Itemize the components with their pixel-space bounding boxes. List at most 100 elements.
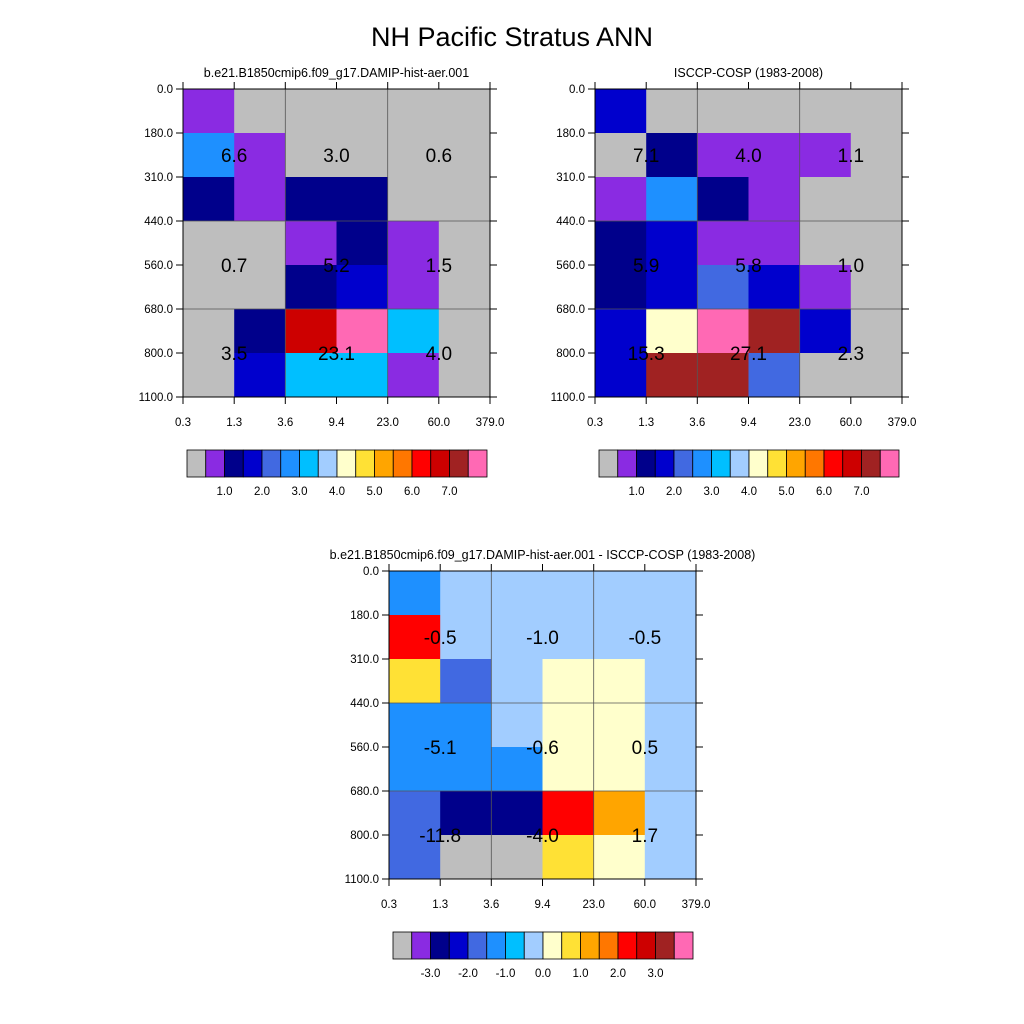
colorbar-swatch — [804, 449, 825, 478]
colorbar-label: 2.0 — [666, 486, 682, 498]
heatmap-cell — [183, 89, 235, 134]
colorbar-swatch — [767, 449, 787, 478]
heatmap-cell — [593, 571, 646, 616]
heatmap-cell — [389, 747, 441, 792]
heatmap-cell — [644, 835, 697, 880]
y-tick-label: 440.0 — [350, 698, 379, 710]
heatmap-cell — [850, 89, 903, 134]
colorbar-swatch — [467, 931, 488, 960]
colorbar-label: 1.0 — [573, 968, 589, 980]
y-tick-label: 800.0 — [144, 348, 173, 360]
heatmap-cell — [285, 177, 337, 222]
colorbar-swatch — [299, 449, 319, 478]
heatmap-cell — [183, 177, 235, 222]
heatmap-cell — [644, 703, 697, 748]
x-tick-label: 379.0 — [476, 417, 505, 429]
y-tick-label: 800.0 — [556, 348, 585, 360]
heatmap-cell — [799, 265, 852, 310]
heatmap-cell — [748, 353, 800, 398]
heatmap-cell — [440, 571, 492, 616]
y-tick-label: 680.0 — [556, 304, 585, 316]
y-tick-label: 680.0 — [144, 304, 173, 316]
colorbar-label: 3.0 — [704, 486, 720, 498]
box-value-label: -0.6 — [526, 738, 559, 759]
colorbar-swatch — [617, 449, 637, 478]
heatmap-cell — [595, 133, 647, 178]
heatmap-cell — [542, 835, 594, 880]
colorbar-label: 5.0 — [779, 486, 795, 498]
heatmap-cell — [336, 221, 388, 266]
box-value-label: 6.6 — [221, 146, 247, 167]
chart-panel-model: b.e21.B1850cmip6.f09_g17.DAMIP-hist-aer.… — [139, 66, 505, 498]
x-tick-label: 1.3 — [638, 417, 654, 429]
colorbar-swatch — [505, 931, 525, 960]
colorbar-swatch — [617, 931, 638, 960]
heatmap-cell — [748, 309, 800, 354]
heatmap-cell — [593, 615, 646, 660]
x-tick-label: 0.3 — [175, 417, 191, 429]
heatmap-cell — [595, 265, 647, 310]
heatmap-cell — [646, 133, 698, 178]
heatmap-cell — [646, 221, 698, 266]
heatmap-cell — [234, 353, 286, 398]
heatmap-cell — [799, 353, 852, 398]
colorbar-label: 1.0 — [217, 486, 233, 498]
heatmap-cell — [646, 89, 698, 134]
box-value-label: 7.1 — [633, 146, 659, 167]
colorbar-label: 5.0 — [367, 486, 383, 498]
x-tick-label: 1.3 — [432, 899, 448, 911]
heatmap-cell — [285, 133, 337, 178]
heatmap-cell — [285, 221, 337, 266]
heatmap-cell — [593, 791, 646, 836]
x-tick-label: 1.3 — [226, 417, 242, 429]
colorbar-swatch — [823, 449, 844, 478]
colorbar-swatch — [411, 449, 432, 478]
heatmap-cell — [748, 89, 800, 134]
box-value-label: 4.0 — [426, 344, 452, 365]
colorbar-swatch — [561, 931, 581, 960]
heatmap-cell — [542, 747, 594, 792]
heatmap-cell — [438, 89, 491, 134]
box-value-label: -11.8 — [419, 826, 461, 847]
colorbar-swatch — [636, 931, 656, 960]
heatmap-cell — [646, 353, 698, 398]
colorbar-swatch — [224, 449, 244, 478]
heatmap-cell — [438, 265, 491, 310]
heatmap-cell — [336, 309, 388, 354]
colorbar-swatch — [317, 449, 338, 478]
heatmap-cell — [799, 177, 852, 222]
heatmap-cell — [850, 353, 903, 398]
heatmap-cell — [183, 133, 235, 178]
heatmap-cell — [748, 221, 800, 266]
heatmap-cell — [183, 221, 235, 266]
colorbar-swatch — [673, 449, 694, 478]
colorbar-label: 2.0 — [610, 968, 626, 980]
colorbar-swatch — [598, 449, 619, 478]
box-value-label: -4.0 — [526, 826, 559, 847]
figure-title: NH Pacific Stratus ANN — [371, 22, 653, 52]
box-value-label: 1.7 — [632, 826, 658, 847]
colorbar-label: 4.0 — [329, 486, 345, 498]
heatmap-cell — [440, 703, 492, 748]
heatmap-cell — [491, 747, 543, 792]
heatmap-cell — [748, 177, 800, 222]
colorbar-swatch — [355, 449, 375, 478]
heatmap-cell — [595, 221, 647, 266]
heatmap-cell — [387, 133, 440, 178]
heatmap-cell — [644, 747, 697, 792]
colorbar-swatch — [280, 449, 300, 478]
heatmap-cell — [440, 791, 492, 836]
colorbar-swatch — [336, 449, 357, 478]
heatmap-cell — [644, 659, 697, 704]
heatmap-cell — [697, 89, 749, 134]
heatmap-cell — [542, 659, 594, 704]
heatmap-cell — [491, 571, 543, 616]
y-tick-label: 560.0 — [144, 260, 173, 272]
heatmap-cell — [542, 571, 594, 616]
colorbar-label: 2.0 — [254, 486, 270, 498]
heatmap-cell — [440, 747, 492, 792]
box-value-label: 2.3 — [838, 344, 864, 365]
y-tick-label: 310.0 — [350, 654, 379, 666]
heatmap-cell — [389, 659, 441, 704]
heatmap-cell — [799, 309, 852, 354]
